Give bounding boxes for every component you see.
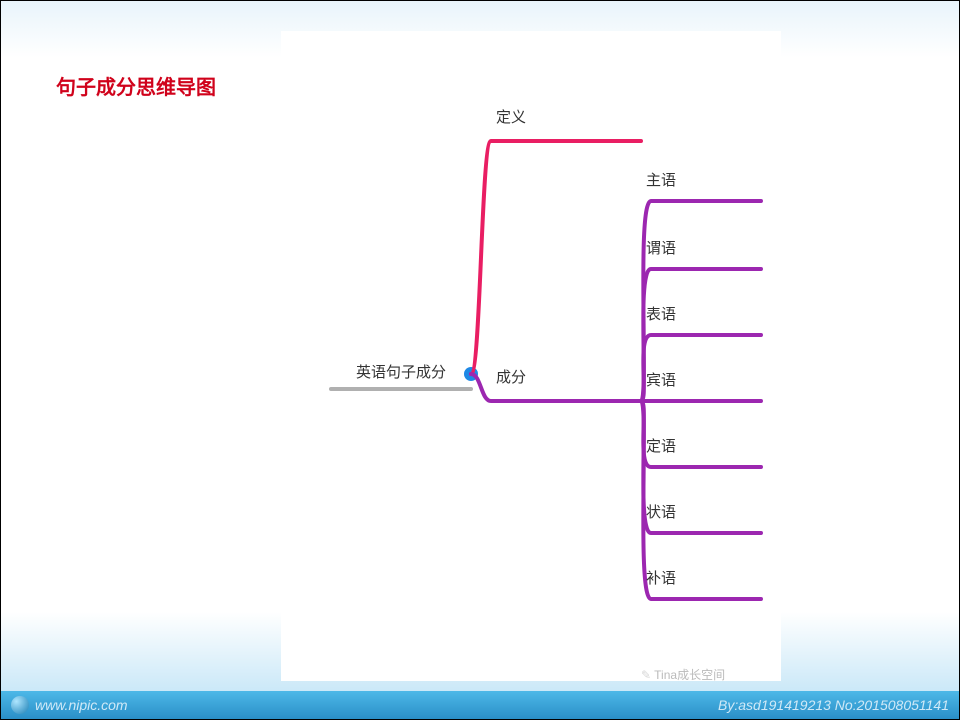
branch-comp: 成分 [496,366,526,387]
footer-bar: www.nipic.com By:asd191419213 No:2015080… [1,691,959,719]
leaf-5: 状语 [646,501,676,522]
root-node: 英语句子成分 [356,361,446,382]
watermark: ✎ Tina成长空间 [641,666,725,683]
watermark-text: Tina成长空间 [654,668,725,682]
leaf-6: 补语 [646,567,676,588]
leaf-1: 谓语 [646,237,676,258]
leaf-2: 表语 [646,303,676,324]
leaf-0: 主语 [646,169,676,190]
mindmap-svg [1,1,960,720]
leaf-3: 宾语 [646,369,676,390]
footer-url: www.nipic.com [35,697,128,713]
footer-credit: By:asd191419213 No:201508051141 [718,697,949,713]
globe-icon [11,696,29,714]
branch-def: 定义 [496,106,526,127]
leaf-4: 定语 [646,435,676,456]
